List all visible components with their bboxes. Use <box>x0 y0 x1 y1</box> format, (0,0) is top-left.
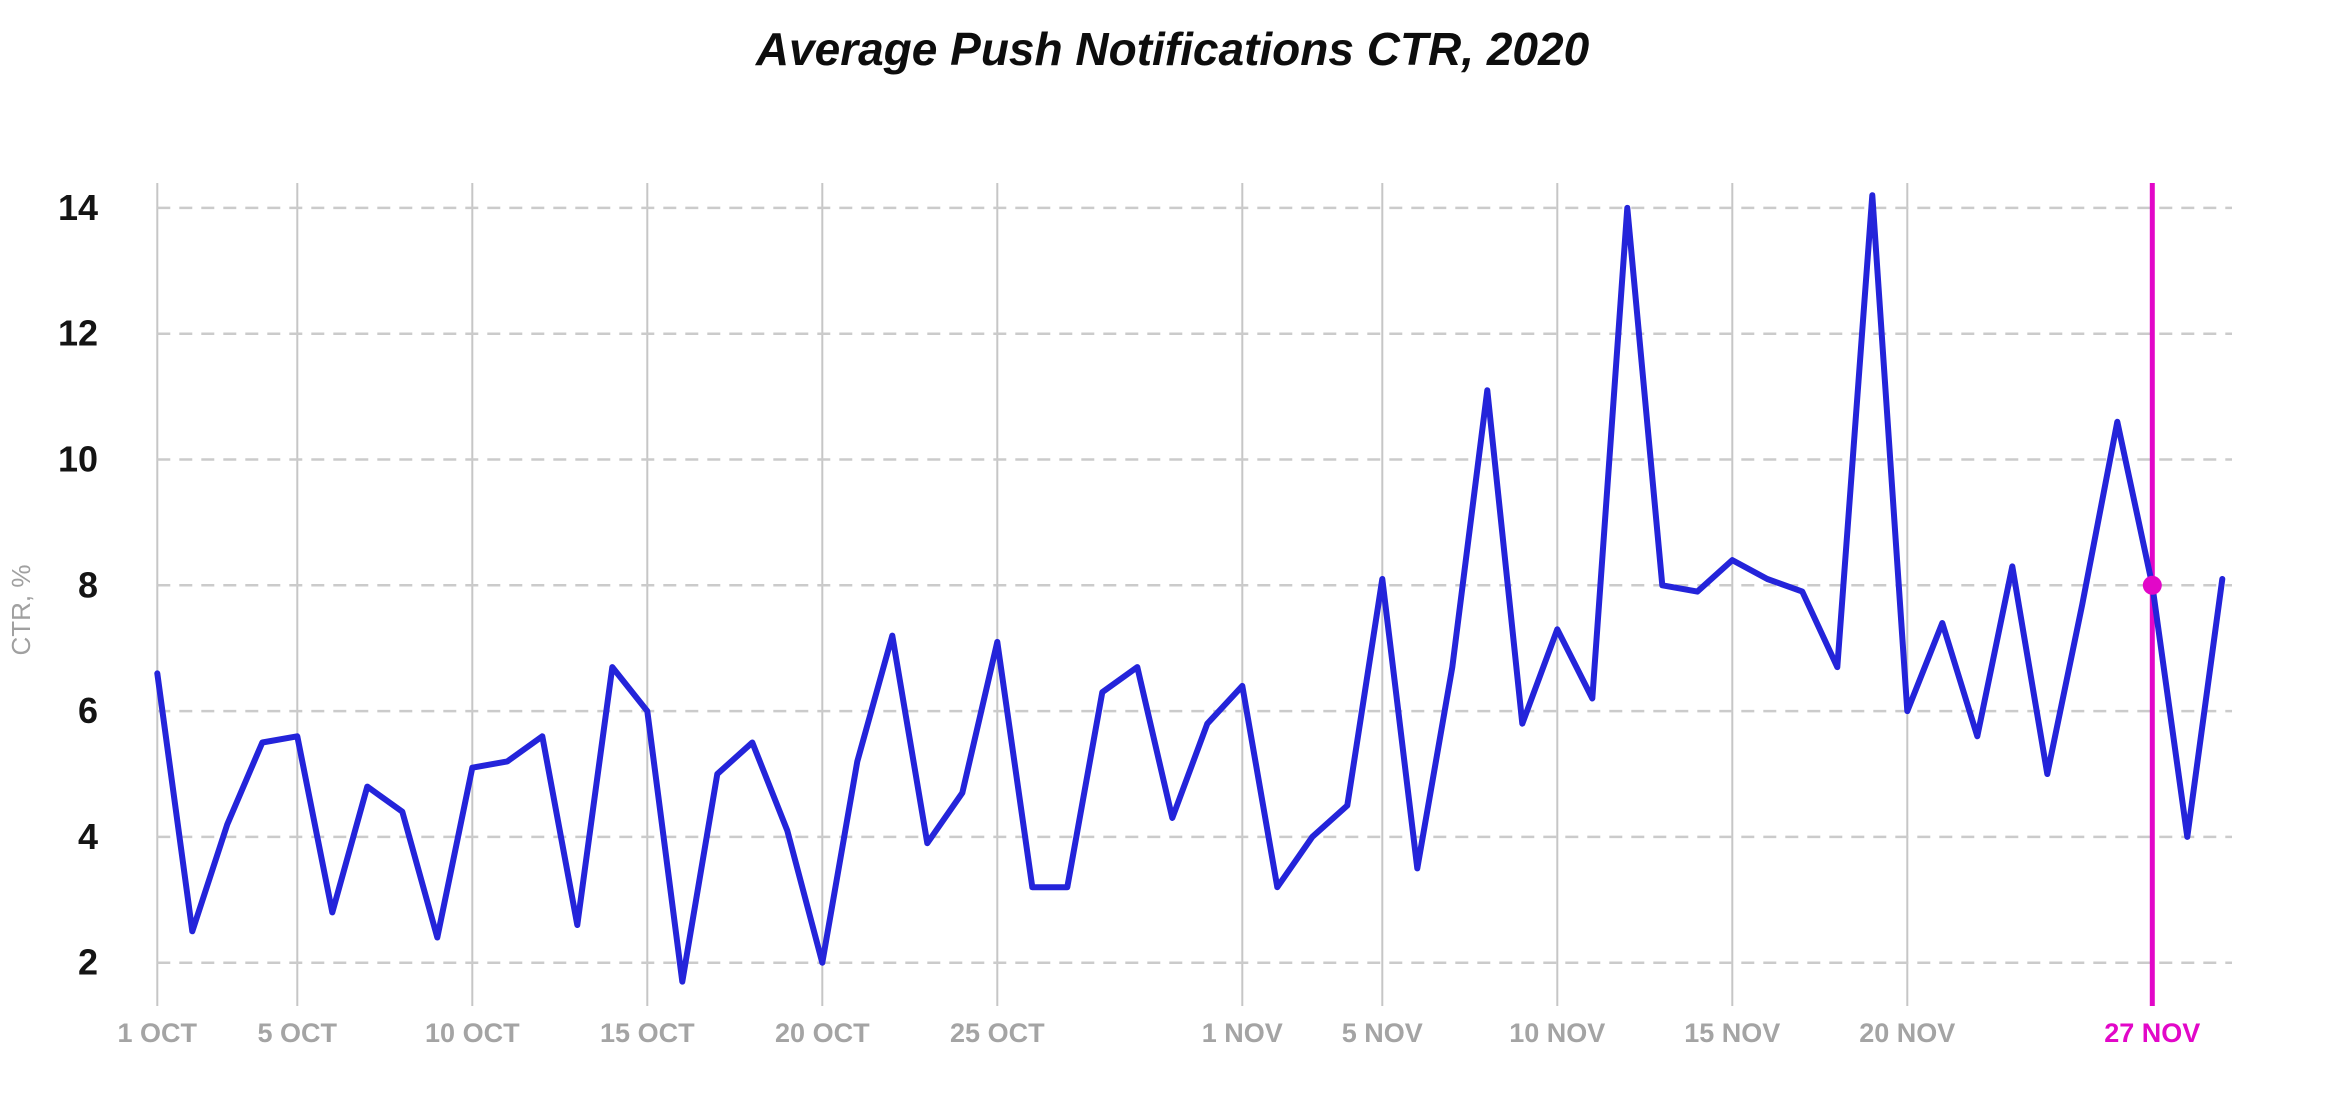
chart-title: Average Push Notifications CTR, 2020 <box>755 23 1590 75</box>
y-tick-label: 2 <box>78 942 98 983</box>
x-tick-label-highlight: 27 NOV <box>2104 1018 2200 1048</box>
ctr-series-line <box>154 192 2226 985</box>
x-tick-label: 15 NOV <box>1684 1018 1780 1048</box>
y-tick-label: 4 <box>78 816 98 857</box>
x-tick-label: 25 OCT <box>950 1018 1045 1048</box>
x-tick-label: 10 OCT <box>425 1018 520 1048</box>
y-tick-label: 14 <box>58 187 98 228</box>
x-tick-label: 20 OCT <box>775 1018 870 1048</box>
x-tick-label: 15 OCT <box>600 1018 695 1048</box>
x-tick-label: 1 OCT <box>118 1018 198 1048</box>
x-tick-label: 20 NOV <box>1859 1018 1955 1048</box>
x-tick-label: 5 NOV <box>1342 1018 1423 1048</box>
x-tick-label: 10 NOV <box>1509 1018 1605 1048</box>
x-tick-label: 5 OCT <box>258 1018 338 1048</box>
y-axis-title: CTR, % <box>6 565 36 656</box>
y-tick-label: 10 <box>58 439 98 480</box>
y-tick-label: 12 <box>58 313 98 354</box>
y-tick-label: 6 <box>78 690 98 731</box>
x-tick-label: 1 NOV <box>1202 1018 1283 1048</box>
highlight-marker <box>2142 575 2162 595</box>
y-tick-label: 8 <box>78 564 98 605</box>
